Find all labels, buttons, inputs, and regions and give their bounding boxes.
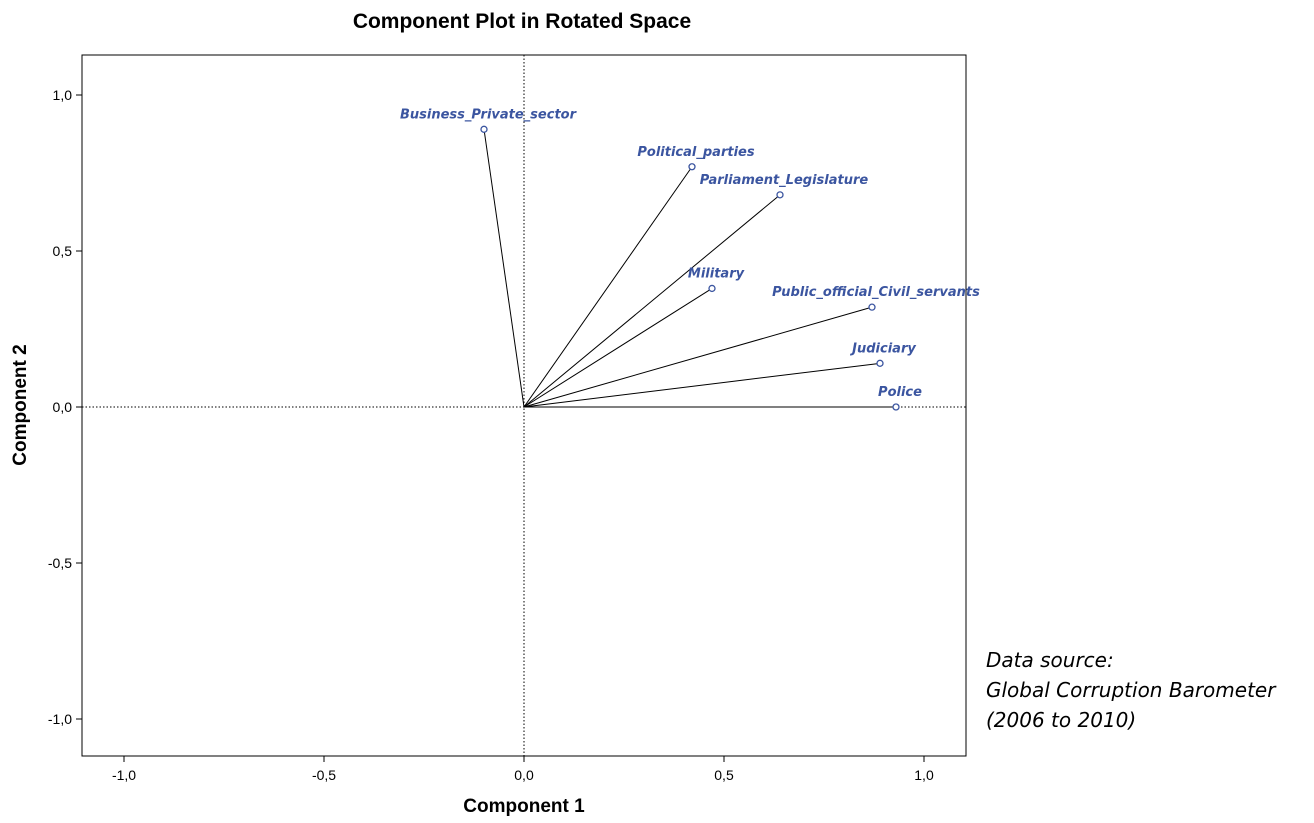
chart-title: Component Plot in Rotated Space [353, 10, 691, 33]
x-axis-title: Component 1 [463, 796, 585, 817]
y-tick-label: -1,0 [48, 711, 72, 727]
y-tick-label: 0,0 [53, 399, 73, 415]
variable-label: Business_Private_sector [400, 107, 578, 122]
y-tick-label: -0,5 [48, 555, 72, 571]
variable-label: Public_official_Civil_servants [772, 285, 980, 300]
loading-point [688, 163, 696, 171]
loading-point [892, 403, 900, 411]
loading-vectors [483, 129, 896, 408]
x-tick-label: -1,0 [112, 767, 136, 783]
y-axis-title: Component 2 [10, 344, 31, 465]
loading-point [480, 125, 488, 133]
x-tick-label: 0,5 [714, 767, 734, 783]
variable-label: Military [688, 266, 745, 281]
loading-vector [483, 129, 525, 408]
x-tick-label: 0,0 [514, 767, 534, 783]
variable-label: Police [878, 385, 922, 400]
loading-point [876, 359, 884, 367]
loading-vector [523, 362, 881, 408]
y-tick-label: 1,0 [53, 87, 73, 103]
loading-point [776, 191, 784, 199]
note-line-2: Global Corruption Barometer [986, 678, 1276, 702]
variable-label: Judiciary [849, 341, 916, 356]
note-line-1: Data source: [986, 648, 1114, 672]
variable-label: Parliament_Legislature [700, 173, 869, 188]
loading-vector [523, 306, 873, 408]
loading-point [868, 303, 876, 311]
x-tick-label: 1,0 [914, 767, 934, 783]
loading-points [480, 125, 900, 411]
y-tick-label: 0,5 [53, 243, 73, 259]
variable-labels: Business_Private_sector Political_parties… [400, 107, 980, 400]
loading-vector [523, 194, 781, 408]
loading-vector [523, 166, 693, 408]
loading-point [708, 284, 716, 293]
axis-ticks: -1,0 -0,5 0,0 0,5 1,0 1,0 0,5 0,0 -0,5 -1,0 [48, 87, 934, 783]
note-line-3: (2006 to 2010) [986, 708, 1137, 732]
x-tick-label: -0,5 [312, 767, 336, 783]
loading-vector [523, 288, 713, 408]
data-source-note: Data source: Global Corruption Barometer… [986, 645, 1275, 735]
variable-label: Political_parties [637, 145, 754, 160]
